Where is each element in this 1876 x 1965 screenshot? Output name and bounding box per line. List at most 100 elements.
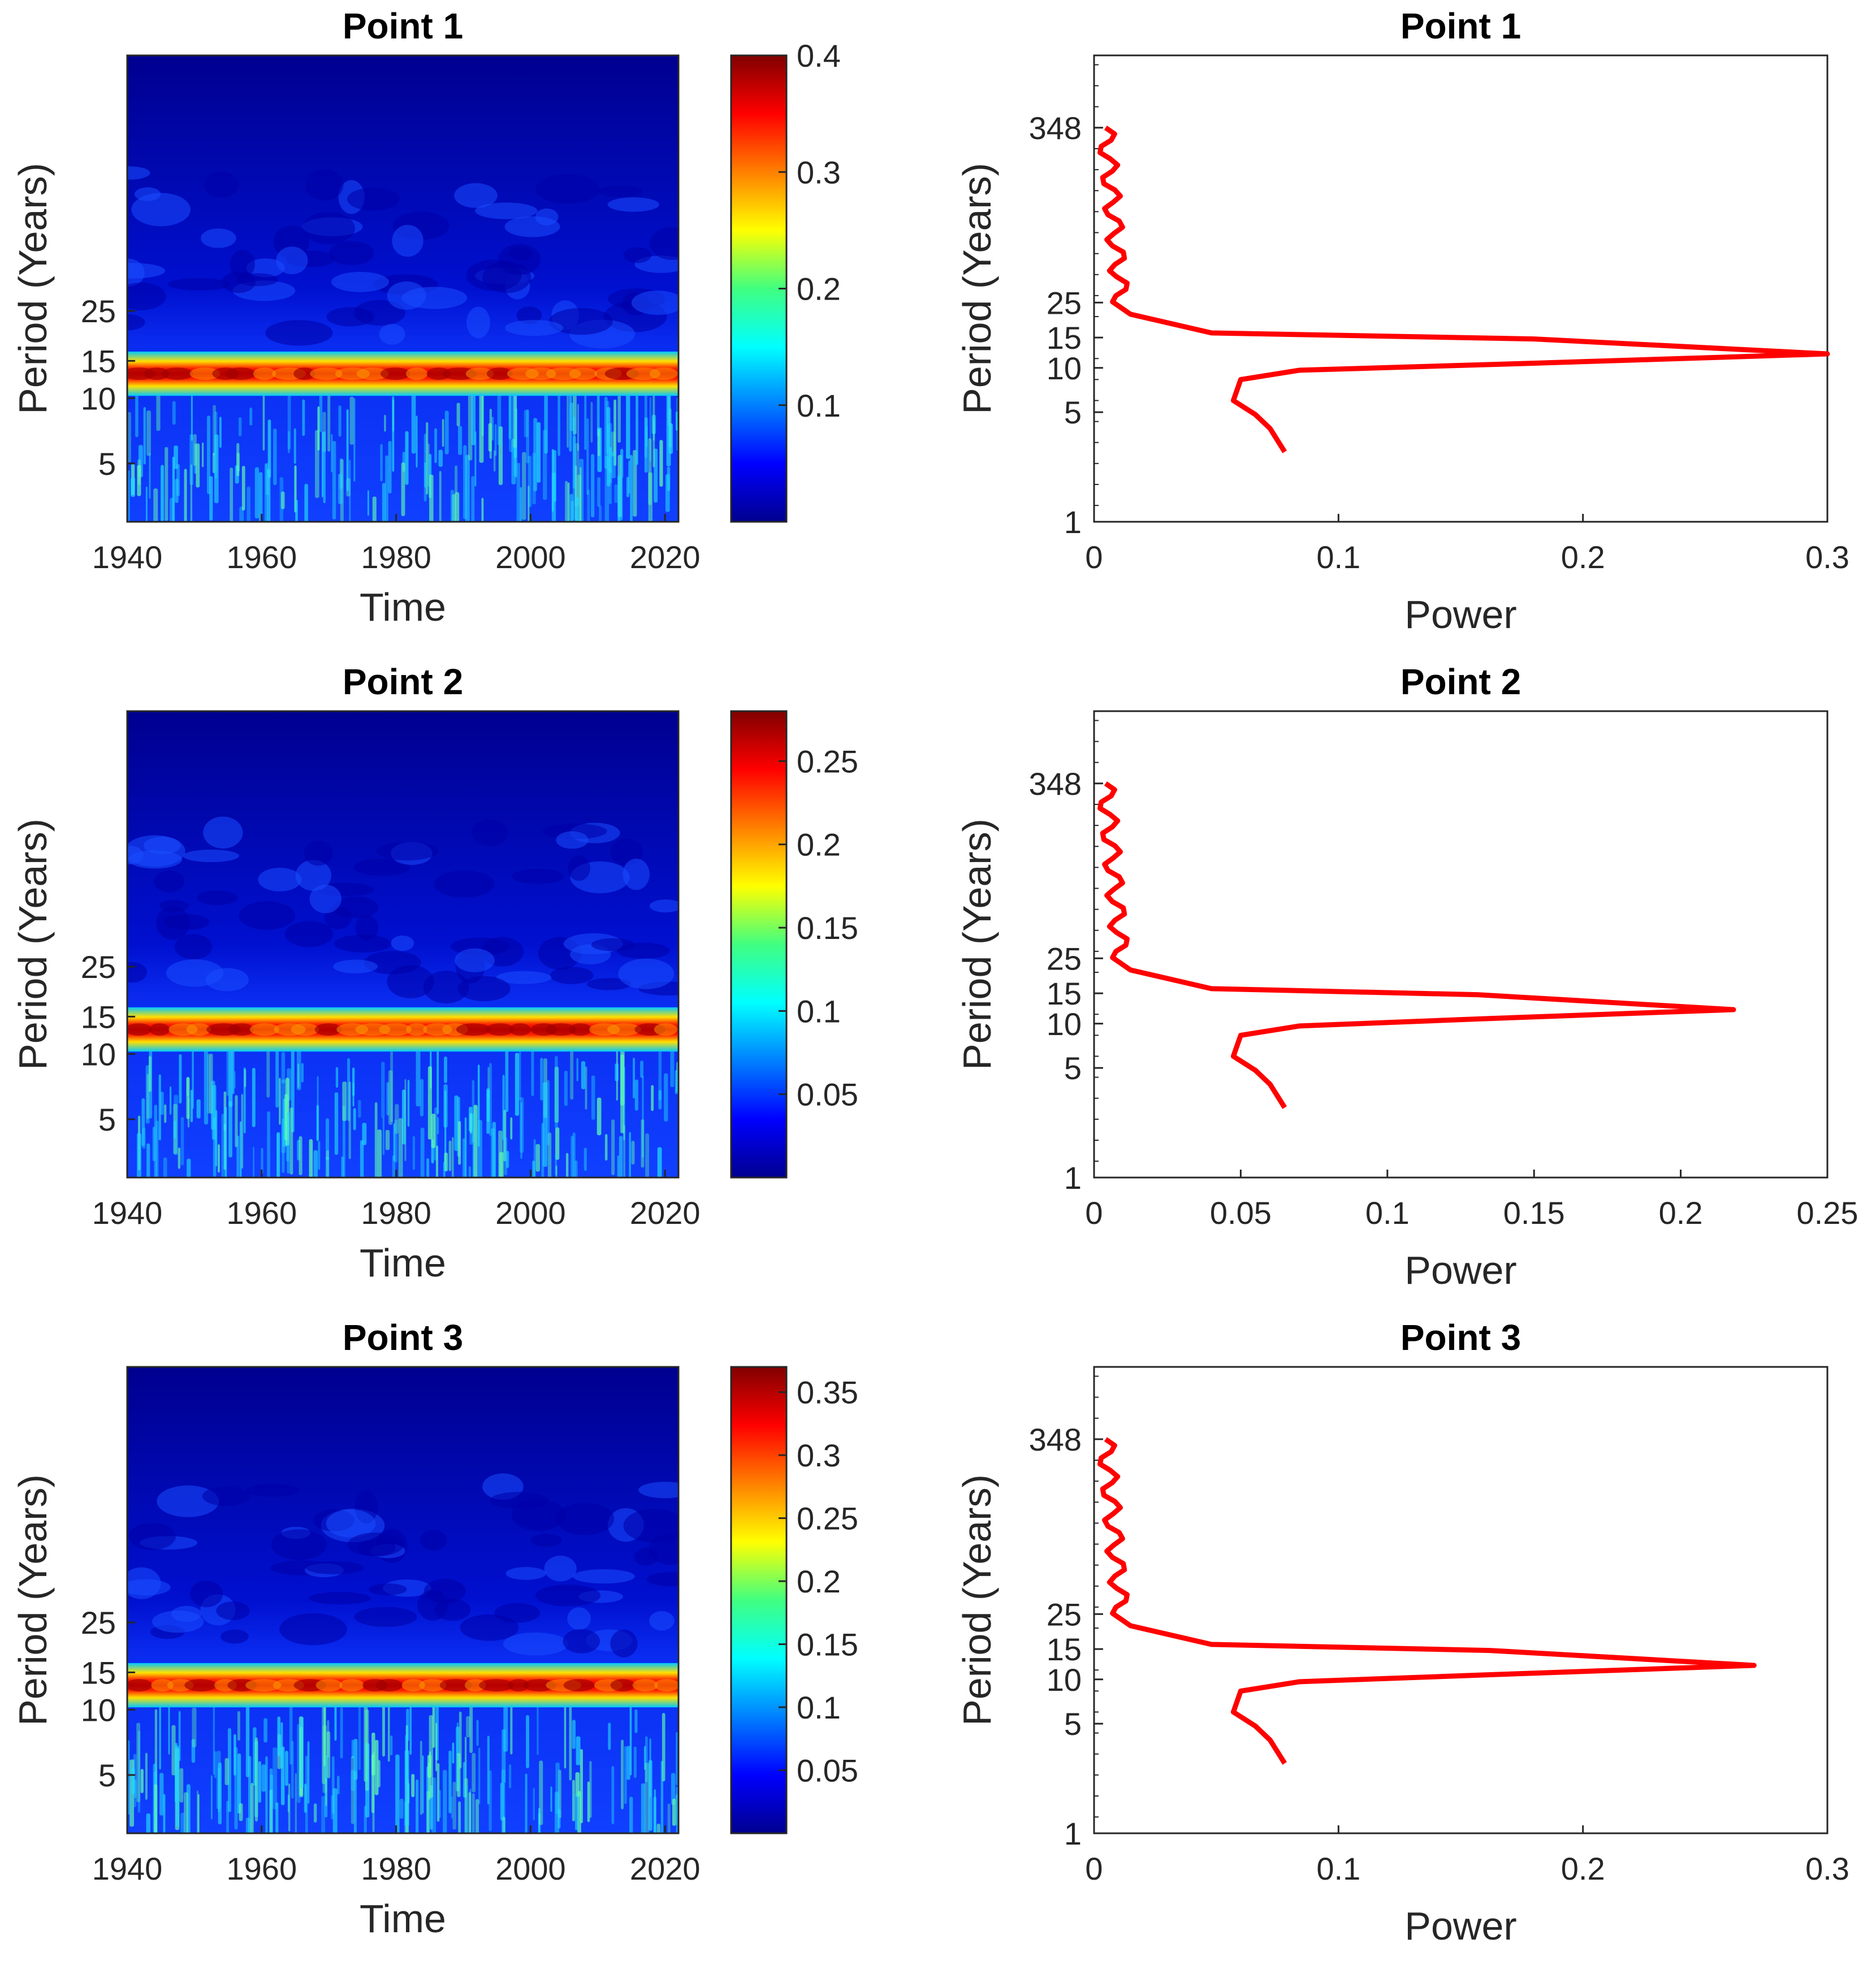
heatmap-image [127,55,678,522]
heatmap-fleck [145,486,148,522]
heatmap-fleck [676,1732,678,1786]
heatmap-fleck [528,485,530,522]
heatmap-blob [623,1509,678,1543]
y-tick-label: 1 [1064,1160,1082,1196]
heatmap-fleck [476,1720,479,1746]
heatmap-fleck [318,1141,321,1170]
heatmap-fleck [634,1079,638,1111]
heatmap-fleck [648,472,653,522]
heatmap-blob [190,1580,223,1608]
heatmap-blob [222,271,256,293]
heatmap-blob [607,197,660,212]
x-tick-label: 2000 [495,539,566,575]
heatmap-band-blob [464,1679,486,1692]
y-tick-label: 15 [1047,976,1082,1011]
heatmap-fleck [179,1768,184,1803]
heatmap-fleck [546,1080,550,1146]
x-tick-label: 0 [1085,1851,1103,1886]
heatmap-fleck [574,443,580,507]
x-tick-label: 1980 [361,539,431,575]
y-tick-label: 25 [81,293,116,329]
x-tick-label: 0.3 [1805,1851,1849,1886]
heatmap-fleck [564,1070,568,1106]
heatmap-fleck [349,460,351,522]
heatmap-fleck [452,1742,455,1764]
heatmap-fleck [152,1126,155,1162]
heatmap-fleck [387,1705,390,1762]
heatmap-fleck [325,1118,330,1160]
heatmap-blob [347,187,400,211]
heatmap-fleck [416,415,418,468]
heatmap-fleck [633,449,637,517]
heatmap-fleck [522,452,526,520]
heatmap-fleck [128,470,130,522]
heatmap-fleck [399,1798,404,1819]
heatmap-fleck [580,467,582,522]
heatmap-fleck [478,1120,482,1178]
heatmap-fleck [452,1137,454,1178]
heatmap-fleck [431,1114,436,1148]
heatmap-fleck [302,399,305,436]
heatmap-fleck [338,405,342,437]
heatmap-fleck [295,1773,297,1833]
heatmap-band-blob [161,367,193,380]
heatmap-blob [472,819,508,846]
heatmap-blob [246,258,285,278]
x-tick-label: 2000 [495,1851,566,1886]
heatmap-fleck [636,394,638,465]
heatmap-fleck [640,1061,644,1078]
y-axis-label: Period (Years) [11,819,55,1070]
heatmap-blob [556,831,589,849]
heatmap-blob [647,1572,678,1587]
heatmap-fleck [245,1817,250,1833]
heatmap-fleck [239,1803,243,1821]
y-tick-label: 15 [81,999,116,1035]
heatmap-fleck [245,1693,250,1777]
heatmap-fleck [617,1155,620,1178]
y-tick-label: 1 [1064,504,1082,540]
heatmap-fleck [277,1716,280,1756]
heatmap-fleck [146,1143,150,1178]
heatmap-fleck [297,1063,300,1089]
heatmap-blob [334,934,392,953]
heatmap-band-blob [401,1679,425,1692]
heatmap-fleck [513,383,517,458]
x-axis-label: Time [360,585,446,629]
heatmap-blob [457,976,511,1002]
heatmap-fleck [353,397,356,482]
heatmap-fleck [235,1095,238,1148]
heatmap-fleck [434,428,438,464]
y-tick-label: 15 [1047,1631,1082,1667]
heatmap-fleck [237,1711,240,1741]
x-tick-label: 1960 [227,539,297,575]
heatmap-fleck [471,476,475,522]
heatmap-fleck [464,1117,467,1178]
heatmap-fleck [547,1132,552,1178]
heatmap-fleck [184,469,187,522]
colorbar-gradient [730,54,788,523]
heatmap-fleck [352,1082,355,1107]
x-axis-label: Power [1404,592,1516,637]
colorbar-tick-label: 0.05 [797,1753,858,1789]
heatmap-fleck [611,1766,615,1824]
heatmap-band-blob [186,1023,211,1036]
heatmap-fleck [252,1067,256,1127]
heatmap-fleck [353,1107,356,1131]
heatmap-blob [245,1484,300,1497]
heatmap-fleck [253,1146,255,1178]
heatmap-blob [353,858,410,876]
heatmap-fleck [163,1794,166,1833]
heatmap-fleck [159,1773,164,1816]
heatmap-fleck [502,1729,506,1784]
heatmap-fleck [645,1736,648,1782]
heatmap-blob [128,850,183,869]
heatmap-fleck [165,447,168,521]
heatmap-band-blob [439,1679,473,1692]
heatmap-image [127,711,678,1178]
heatmap-fleck [458,1120,461,1165]
heatmap-fleck [531,1047,534,1097]
y-tick-label: 5 [1064,395,1082,430]
heatmap-fleck [515,1053,520,1116]
heatmap-fleck [349,396,354,445]
heatmap-fleck [155,1120,159,1178]
